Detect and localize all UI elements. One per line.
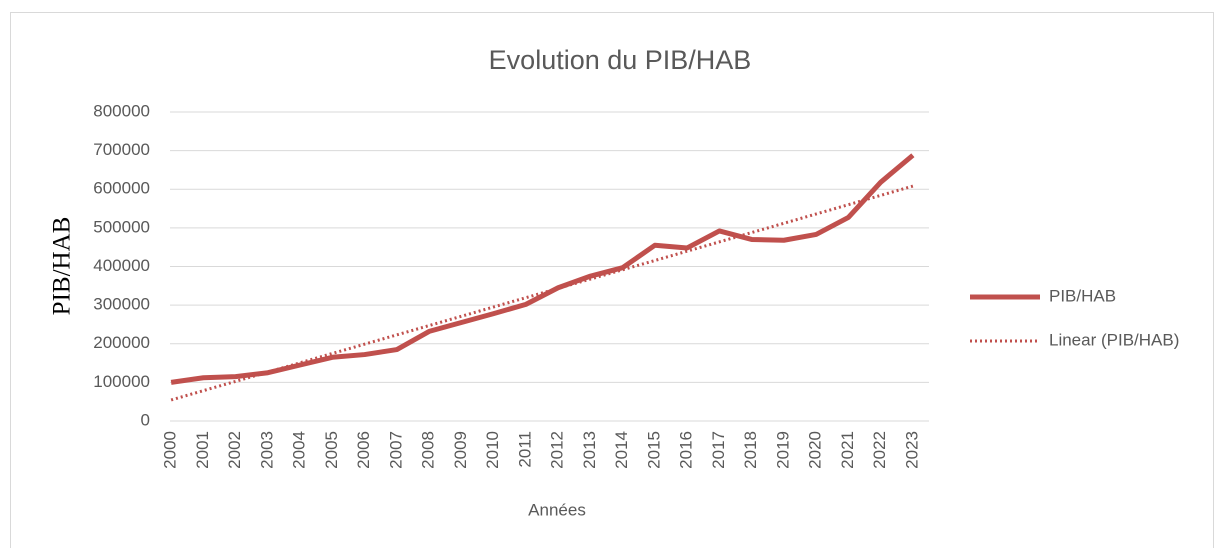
legend-label: PIB/HAB bbox=[1049, 286, 1116, 305]
x-tick-label: 2021 bbox=[838, 431, 857, 469]
x-tick-label: 2008 bbox=[419, 431, 438, 469]
x-tick-label: 2006 bbox=[354, 431, 373, 469]
x-tick-label: 2002 bbox=[225, 431, 244, 469]
x-tick-label: 2019 bbox=[773, 431, 792, 469]
x-tick-label: 2012 bbox=[548, 431, 567, 469]
x-tick-label: 2023 bbox=[902, 431, 921, 469]
x-tick-label: 2011 bbox=[515, 431, 534, 468]
chart-border bbox=[10, 12, 1214, 548]
x-tick-label: 2004 bbox=[290, 431, 309, 469]
x-tick-label: 2016 bbox=[677, 431, 696, 469]
x-tick-label: 2007 bbox=[386, 431, 405, 469]
y-tick-label: 200000 bbox=[93, 333, 150, 352]
trendline bbox=[170, 184, 914, 402]
y-axis-label: PIB/HAB bbox=[49, 217, 76, 316]
y-tick-label: 700000 bbox=[93, 140, 150, 159]
x-tick-label: 2000 bbox=[161, 431, 180, 469]
x-tick-label: 2017 bbox=[709, 431, 728, 469]
x-tick-label: 2015 bbox=[644, 431, 663, 469]
y-tick-label: 300000 bbox=[93, 295, 150, 314]
y-tick-label: 400000 bbox=[93, 256, 150, 275]
chart-title: Evolution du PIB/HAB bbox=[489, 45, 752, 75]
y-tick-label: 800000 bbox=[93, 101, 150, 120]
x-tick-label: 2018 bbox=[741, 431, 760, 469]
legend-label: Linear (PIB/HAB) bbox=[1049, 330, 1179, 349]
x-tick-label: 2010 bbox=[483, 431, 502, 469]
x-tick-label: 2020 bbox=[806, 431, 825, 469]
data-line bbox=[170, 153, 915, 385]
x-tick-label: 2003 bbox=[257, 431, 276, 469]
y-tick-label: 500000 bbox=[93, 217, 150, 236]
x-tick-label: 2009 bbox=[451, 431, 470, 469]
y-tick-label: 100000 bbox=[93, 372, 150, 391]
x-axis-label: Années bbox=[528, 500, 586, 519]
x-tick-label: 2013 bbox=[580, 431, 599, 469]
x-tick-label: 2001 bbox=[193, 431, 212, 469]
y-tick-label: 0 bbox=[141, 410, 150, 429]
x-tick-label: 2014 bbox=[612, 431, 631, 469]
x-tick-label: 2005 bbox=[322, 431, 341, 469]
y-tick-label: 600000 bbox=[93, 179, 150, 198]
x-tick-label: 2022 bbox=[870, 431, 889, 469]
